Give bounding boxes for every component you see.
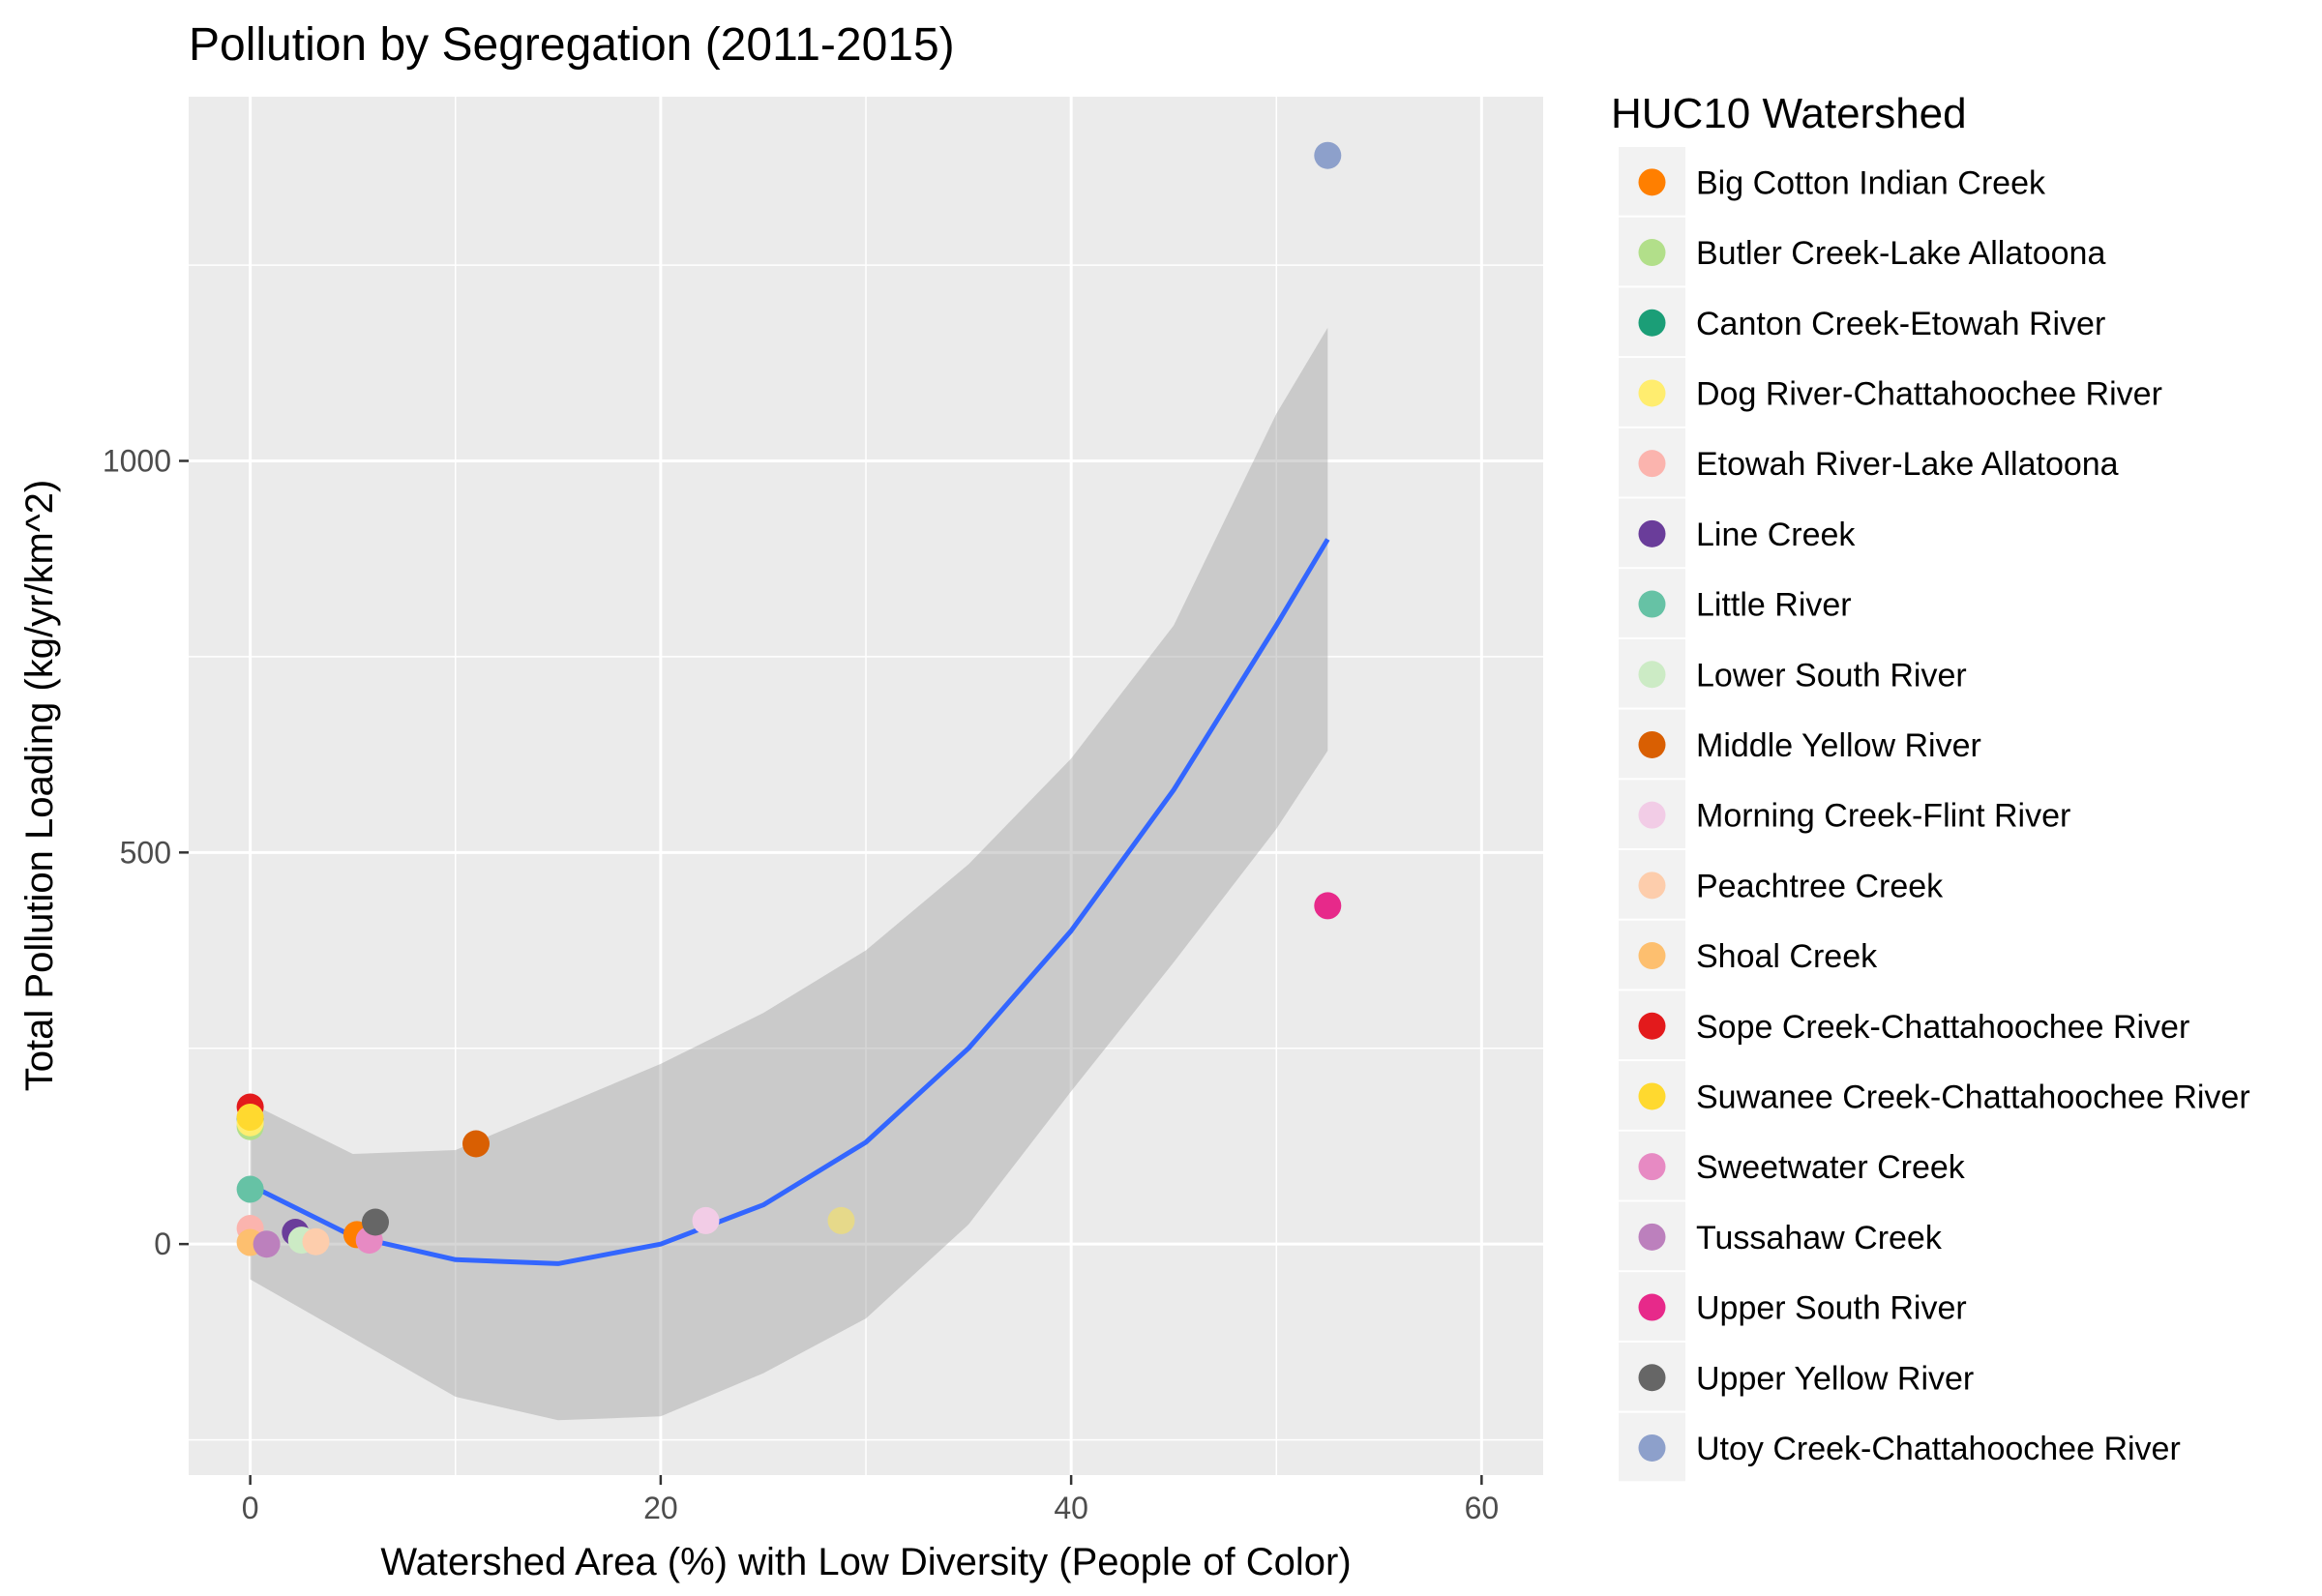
data-points [236, 141, 1342, 1258]
legend-key-point [1638, 450, 1666, 478]
y-tick-label: 1000 [103, 443, 171, 478]
x-axis-title: Watershed Area (%) with Low Diversity (P… [380, 1541, 1351, 1583]
x-tick-label: 40 [1054, 1491, 1088, 1525]
legend-label: Sope Creek-Chattahoochee River [1696, 1009, 2189, 1046]
legend-key-point [1638, 1364, 1666, 1392]
legend-key-point [1638, 1153, 1666, 1181]
legend-key-point [1638, 239, 1666, 267]
legend-label: Suwanee Creek-Chattahoochee River [1696, 1079, 2250, 1115]
legend-label: Peachtree Creek [1696, 868, 1944, 904]
x-axis-ticks: 0 20 40 60 [242, 1475, 1499, 1525]
data-point [236, 1104, 264, 1131]
data-point [1314, 141, 1342, 169]
legend-key-point [1638, 1433, 1666, 1462]
legend-label: Dog River-Chattahoochee River [1696, 375, 2162, 412]
data-point [827, 1206, 855, 1234]
legend-label: Sweetwater Creek [1696, 1149, 1966, 1186]
x-tick-label: 60 [1465, 1491, 1500, 1525]
legend-key-point [1638, 801, 1666, 829]
legend-key-point [1638, 730, 1666, 758]
legend-key-point [1638, 1082, 1666, 1110]
legend-label: Utoy Creek-Chattahoochee River [1696, 1431, 2181, 1467]
y-axis-title: Total Pollution Loading (kg/yr/km^2) [18, 480, 61, 1091]
y-tick-label: 0 [154, 1227, 171, 1261]
legend-label: Lower South River [1696, 657, 1967, 694]
legend-label: Morning Creek-Flint River [1696, 798, 2070, 835]
legend-label: Upper South River [1696, 1290, 1967, 1327]
legend-key-point [1638, 590, 1666, 618]
legend-key-point [1638, 872, 1666, 900]
legend-key-point [1638, 309, 1666, 337]
legend-label: Upper Yellow River [1696, 1360, 1974, 1397]
chart-title: Pollution by Segregation (2011-2015) [189, 19, 955, 71]
confidence-band-area [250, 327, 1328, 1421]
legend-label: Etowah River-Lake Allatoona [1696, 446, 2119, 483]
x-tick-label: 0 [242, 1491, 259, 1525]
x-tick-label: 20 [643, 1491, 678, 1525]
legend-key-point [1638, 661, 1666, 689]
y-tick-label: 500 [120, 835, 171, 870]
y-axis-ticks: 0 500 1000 [103, 443, 189, 1261]
legend-title: HUC10 Watershed [1611, 90, 1967, 137]
legend-label: Shoal Creek [1696, 938, 1878, 975]
data-point [236, 1175, 264, 1203]
grid-lines [189, 97, 1543, 1475]
legend-key-point [1638, 379, 1666, 407]
legend: Big Cotton Indian Creek Butler Creek-Lake… [1619, 147, 2250, 1482]
trend-line [249, 538, 1330, 1266]
legend-key-point [1638, 1293, 1666, 1321]
data-point [362, 1208, 389, 1236]
legend-key-point [1638, 942, 1666, 970]
legend-label: Canton Creek-Etowah River [1696, 306, 2105, 342]
data-point [302, 1227, 330, 1256]
legend-key-point [1638, 1223, 1666, 1251]
data-point [1314, 892, 1342, 920]
legend-key-point [1638, 168, 1666, 196]
legend-label: Line Creek [1696, 517, 1856, 553]
data-point [692, 1206, 720, 1234]
legend-label: Little River [1696, 587, 1852, 624]
data-point [253, 1230, 281, 1258]
legend-key-point [1638, 1012, 1666, 1040]
confidence-band [250, 327, 1328, 1421]
legend-label: Middle Yellow River [1696, 727, 1981, 764]
legend-key-point [1638, 519, 1666, 547]
trend-line-path [249, 538, 1330, 1266]
legend-label: Big Cotton Indian Creek [1696, 164, 2046, 201]
data-point [462, 1130, 490, 1158]
legend-label: Tussahaw Creek [1696, 1220, 1943, 1256]
legend-label: Butler Creek-Lake Allatoona [1696, 235, 2105, 272]
